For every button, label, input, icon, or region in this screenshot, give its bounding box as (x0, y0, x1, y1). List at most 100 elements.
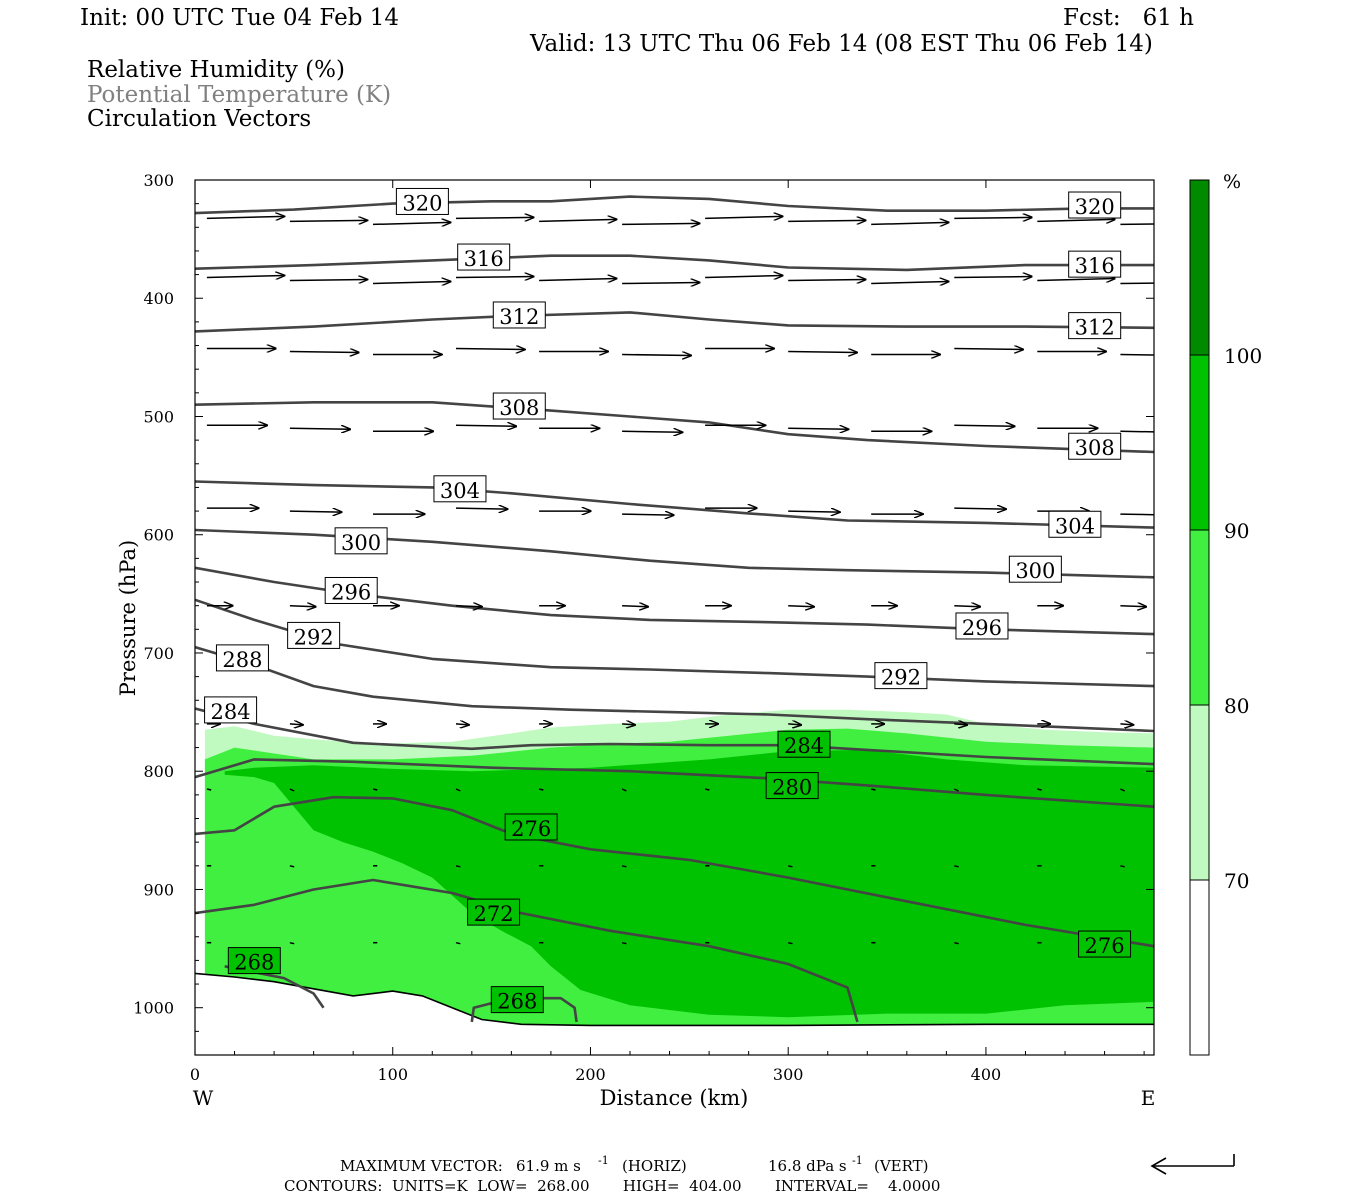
colorbar-level-label: 100 (1224, 344, 1262, 368)
theta-label-box (287, 621, 341, 649)
theta-label-box (467, 898, 521, 926)
circulation-vector (622, 606, 648, 607)
max-vector-horiz-unit: (HORIZ) (622, 1157, 687, 1175)
circulation-vector (455, 606, 482, 607)
potential-temperature-contours (195, 195, 1154, 1023)
theta-label-box (457, 243, 511, 271)
theta-label: 276 (511, 817, 551, 841)
y-axis-title: Pressure (hPa) (116, 540, 140, 696)
circulation-vector (538, 788, 544, 791)
plot-frame (194, 179, 1155, 1056)
circulation-vector (954, 217, 1031, 218)
colorbar-segment (1190, 880, 1209, 1055)
colorbar-level-label: 90 (1224, 519, 1249, 543)
circulation-vector (954, 724, 967, 725)
theta-label-box (504, 813, 558, 841)
theta-label-box (395, 187, 449, 215)
circulation-vector (539, 219, 616, 221)
circulation-vector (871, 282, 948, 284)
theta-label-box (1048, 510, 1102, 538)
theta-contour-320 (195, 195, 1154, 215)
circulation-vector (954, 508, 1006, 509)
reference-vector-icon (1150, 1154, 1235, 1175)
colorbar-level-label: 70 (1224, 869, 1249, 893)
east-label: E (1141, 1086, 1156, 1110)
circulation-vector (871, 788, 876, 791)
theta-label-box (227, 947, 281, 975)
circulation-vector (788, 606, 814, 607)
theta-label-box (1068, 250, 1122, 278)
theta-contour-308 (195, 400, 1154, 454)
circulation-vector (788, 220, 865, 221)
circulation-vector (289, 511, 342, 512)
valid-time: Valid: 13 UTC Thu 06 Feb 14 (08 EST Thu … (530, 31, 1153, 57)
relative-humidity-fill (204, 709, 1154, 1055)
theta-label: 280 (772, 776, 812, 800)
theta-label-box (433, 475, 487, 503)
circulation-vector (1120, 606, 1146, 607)
circulation-vector (289, 428, 350, 429)
circulation-vector (455, 277, 533, 278)
circulation-vector (788, 724, 801, 725)
circulation-vector (1120, 430, 1154, 433)
theta-label-box (334, 527, 388, 555)
x-tick-label: 400 (971, 1065, 1002, 1084)
x-tick-label: 0 (190, 1065, 200, 1084)
y-tick-label: 900 (143, 880, 174, 899)
circulation-vector (539, 279, 616, 281)
colorbar-frame (1189, 179, 1210, 1056)
x-axis-title: Distance (km) (600, 1086, 749, 1110)
circulation-vector (372, 282, 450, 284)
circulation-vector (1037, 279, 1114, 281)
theta-contour-304 (195, 480, 1154, 529)
theta-label-box (874, 662, 928, 690)
colorbar-segment (1190, 705, 1209, 880)
circulation-vector (954, 865, 959, 868)
circulation-vector (1120, 788, 1126, 792)
circulation-vector (954, 349, 1023, 350)
circulation-vector (954, 606, 980, 607)
circulation-vector (954, 277, 1031, 278)
circulation-vector (621, 865, 627, 868)
theta-label: 296 (331, 580, 371, 604)
theta-label-box (204, 696, 258, 724)
circulation-vector (289, 606, 316, 607)
colorbar-segment (1190, 530, 1209, 705)
y-tick-label: 400 (143, 289, 174, 308)
max-vector-footer: MAXIMUM VECTOR: 61.9 m s -1 (HORIZ) 16.8… (284, 1154, 940, 1195)
circulation-vector (622, 724, 635, 725)
circulation-vector (455, 349, 525, 350)
circulation-vector (289, 352, 359, 353)
theta-label: 292 (294, 625, 334, 649)
y-tick-label: 1000 (133, 999, 174, 1018)
circulation-vector (289, 724, 303, 725)
circulation-vector (788, 511, 840, 512)
theta-contour-312 (195, 311, 1154, 333)
circulation-vector (954, 941, 959, 945)
theta-label-box (490, 986, 544, 1014)
circulation-vector (788, 280, 865, 281)
circulation-vector (206, 276, 284, 278)
theta-label-box (765, 772, 819, 800)
circulation-vector (622, 431, 682, 432)
x-tick-label: 100 (377, 1065, 408, 1084)
theta-label-box (492, 392, 546, 420)
circulation-vector (1120, 513, 1154, 516)
x-tick-label: 300 (773, 1065, 804, 1084)
circulation-vectors (206, 216, 1154, 945)
theta-label: 284 (211, 700, 251, 724)
max-vector-horiz-exponent: -1 (598, 1154, 609, 1167)
theta-label: 272 (474, 902, 514, 926)
theta-label: 300 (1015, 559, 1055, 583)
circulation-vector (621, 941, 627, 945)
y-tick-label: 600 (143, 526, 174, 545)
below-ground (195, 973, 1154, 1055)
y-tick-label: 500 (143, 407, 174, 426)
circulation-vector (206, 788, 212, 791)
theta-label: 320 (1075, 195, 1115, 219)
west-label: W (193, 1086, 214, 1110)
theta-contour-296 (195, 566, 1154, 636)
circulation-vector (622, 223, 699, 224)
